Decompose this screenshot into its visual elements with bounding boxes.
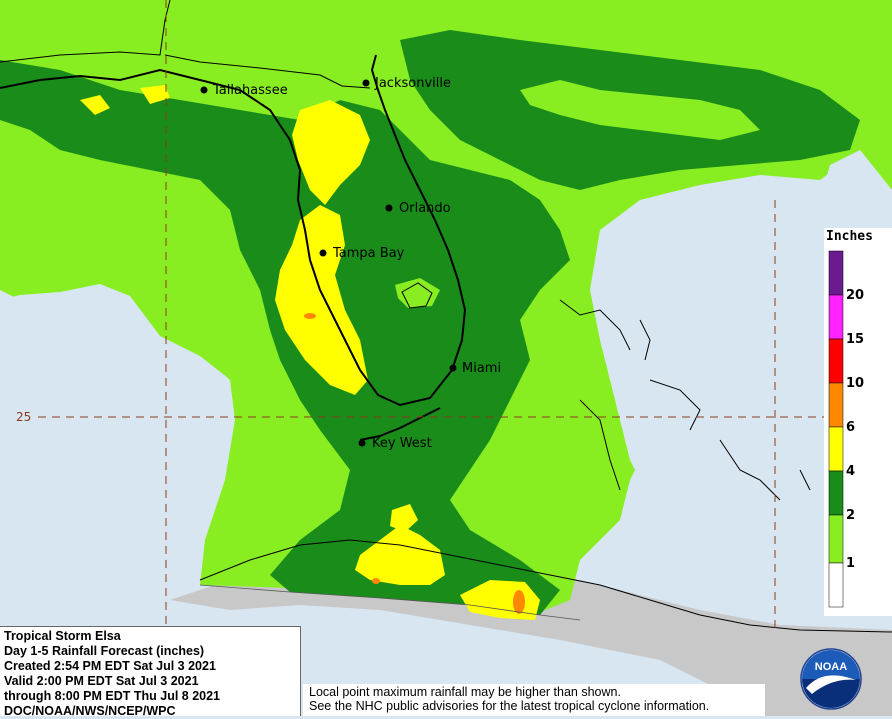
- city-marker: [200, 86, 208, 94]
- info-valid-end: through 8:00 PM EDT Thu Jul 8 2021: [4, 689, 221, 703]
- rain-4-6-patch1: [80, 95, 110, 115]
- legend-swatch-6-10: [828, 382, 844, 428]
- bahamas-outline: [559, 299, 811, 501]
- info-created: Created 2:54 PM EDT Sat Jul 3 2021: [4, 659, 216, 673]
- noaa-logo-text: NOAA: [815, 661, 847, 673]
- dry-gulf: [0, 284, 230, 600]
- rain-4-6-cuba-w: [390, 504, 418, 532]
- city-label: Miami: [462, 361, 501, 376]
- legend-swatch-2-4: [828, 470, 844, 516]
- city-label: Tampa Bay: [332, 246, 405, 261]
- legend-swatch-4-6: [828, 426, 844, 472]
- note-line-2: See the NHC public advisories for the la…: [309, 699, 710, 713]
- rain-6-10-cuba-e: [513, 590, 525, 614]
- info-box: Tropical Storm Elsa Day 1-5 Rainfall For…: [0, 626, 301, 718]
- rain-1-2-patch-n: [520, 80, 760, 140]
- city-label: Jacksonville: [374, 76, 451, 91]
- info-source: DOC/NOAA/NWS/NCEP/WPC: [4, 704, 176, 718]
- city-marker: [358, 439, 366, 447]
- city-orlando: Orlando: [385, 201, 451, 216]
- rain-6-10-tampa: [304, 313, 316, 319]
- city-marker: [319, 249, 327, 257]
- legend-swatch-1-2: [828, 514, 844, 564]
- city-label: Key West: [372, 436, 432, 451]
- lat-25-label: 25: [16, 410, 31, 424]
- noaa-logo: NOAA: [800, 648, 862, 710]
- rain-2-4-area: [0, 60, 570, 615]
- florida-keys: [359, 407, 441, 441]
- legend-swatch-20plus: [828, 250, 844, 296]
- legend-tick-20: 20: [846, 288, 864, 303]
- info-valid-start: Valid 2:00 PM EDT Sat Jul 3 2021: [4, 674, 199, 688]
- legend-tick-15: 15: [846, 332, 864, 347]
- city-jacksonville: Jacksonville: [362, 76, 451, 91]
- city-miami: Miami: [449, 361, 501, 376]
- legend: 20 15 10 6 4 2 1: [824, 228, 892, 616]
- city-label: Orlando: [399, 201, 451, 216]
- city-marker: [385, 204, 393, 212]
- legend-tick-6: 6: [846, 420, 855, 435]
- city-marker: [449, 364, 457, 372]
- legend-swatch-10-15: [828, 338, 844, 384]
- legend-swatch-0-1: [828, 562, 844, 608]
- rain-6-10-cuba-w: [372, 578, 380, 584]
- info-storm-name: Tropical Storm Elsa: [4, 629, 121, 643]
- legend-tick-1: 1: [846, 556, 855, 571]
- city-key-west: Key West: [358, 436, 432, 451]
- rain-4-6-patch2: [140, 85, 170, 104]
- city-label: Tallahassee: [212, 83, 288, 98]
- legend-tick-2: 2: [846, 508, 855, 523]
- legend-tick-4: 4: [846, 464, 855, 479]
- note-box: Local point maximum rainfall may be high…: [303, 684, 765, 716]
- note-line-1: Local point maximum rainfall may be high…: [309, 685, 621, 699]
- rain-4-6-central: [292, 100, 370, 205]
- cuba-outline: [199, 539, 892, 633]
- info-product: Day 1-5 Rainfall Forecast (inches): [4, 644, 205, 658]
- dry-atlantic: [590, 150, 892, 600]
- forecast-boundary: [199, 584, 581, 621]
- legend-title: Inches: [826, 229, 873, 244]
- rain-4-6-cuba: [355, 525, 445, 585]
- florida-coastline: [0, 54, 467, 407]
- legend-tick-10: 10: [846, 376, 864, 391]
- city-tampa-bay: Tampa Bay: [319, 246, 405, 261]
- lake-okeechobee: [401, 282, 433, 309]
- city-marker: [362, 79, 370, 87]
- city-tallahassee: Tallahassee: [200, 83, 288, 98]
- legend-swatch-15-20: [828, 294, 844, 340]
- rain-4-6-tampa: [275, 205, 368, 395]
